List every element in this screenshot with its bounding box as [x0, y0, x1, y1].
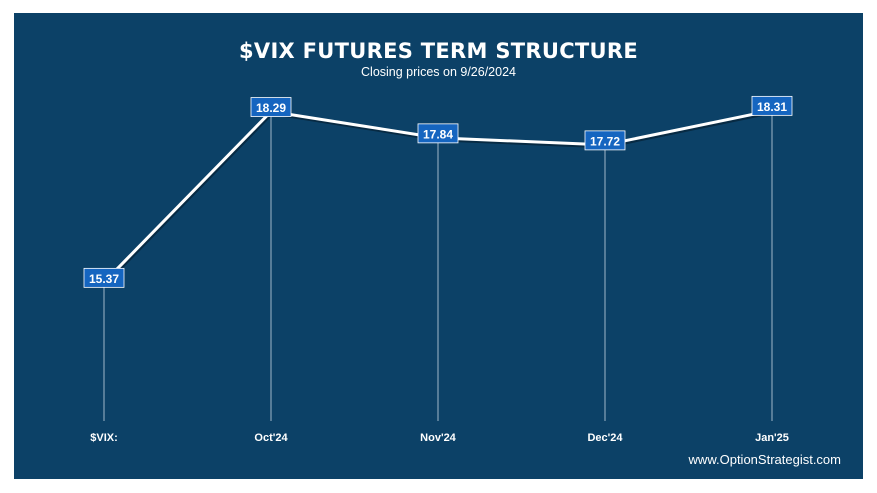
chart-title: $VIX FUTURES TERM STRUCTURE — [238, 39, 639, 63]
data-label-4: 18.31 — [751, 95, 793, 116]
data-point-2 — [417, 123, 459, 144]
data-label-0: 15.37 — [83, 267, 125, 288]
data-label-3: 17.72 — [584, 130, 626, 151]
data-label-2: 17.84 — [417, 123, 459, 144]
line-chart: 15.37 18.29 17.84 17.72 18.31 $VIX: Oct'24 Nov'… — [83, 95, 793, 444]
data-point-1 — [250, 97, 292, 117]
data-point-0 — [83, 267, 125, 288]
x-tick-label-0: $VIX: — [90, 432, 118, 444]
data-point-4 — [751, 95, 793, 116]
x-tick-label-1: Oct'24 — [254, 432, 288, 444]
footer-url: www.OptionStrategist.com — [688, 452, 841, 467]
data-label-1: 18.29 — [250, 97, 292, 117]
x-tick-label-3: Dec'24 — [587, 432, 623, 444]
data-label-text-2: 17.84 — [423, 127, 453, 141]
data-label-text-1: 18.29 — [256, 101, 286, 115]
data-label-text-3: 17.72 — [590, 134, 620, 148]
x-tick-label-4: Jan'25 — [755, 432, 789, 444]
x-tick-label-2: Nov'24 — [420, 432, 457, 444]
chart-panel: $VIX FUTURES TERM STRUCTURE Closing pric… — [14, 13, 863, 479]
data-point-3 — [584, 130, 626, 151]
data-label-text-4: 18.31 — [757, 100, 787, 114]
data-label-text-0: 15.37 — [89, 272, 119, 286]
chart-subtitle: Closing prices on 9/26/2024 — [361, 65, 516, 79]
